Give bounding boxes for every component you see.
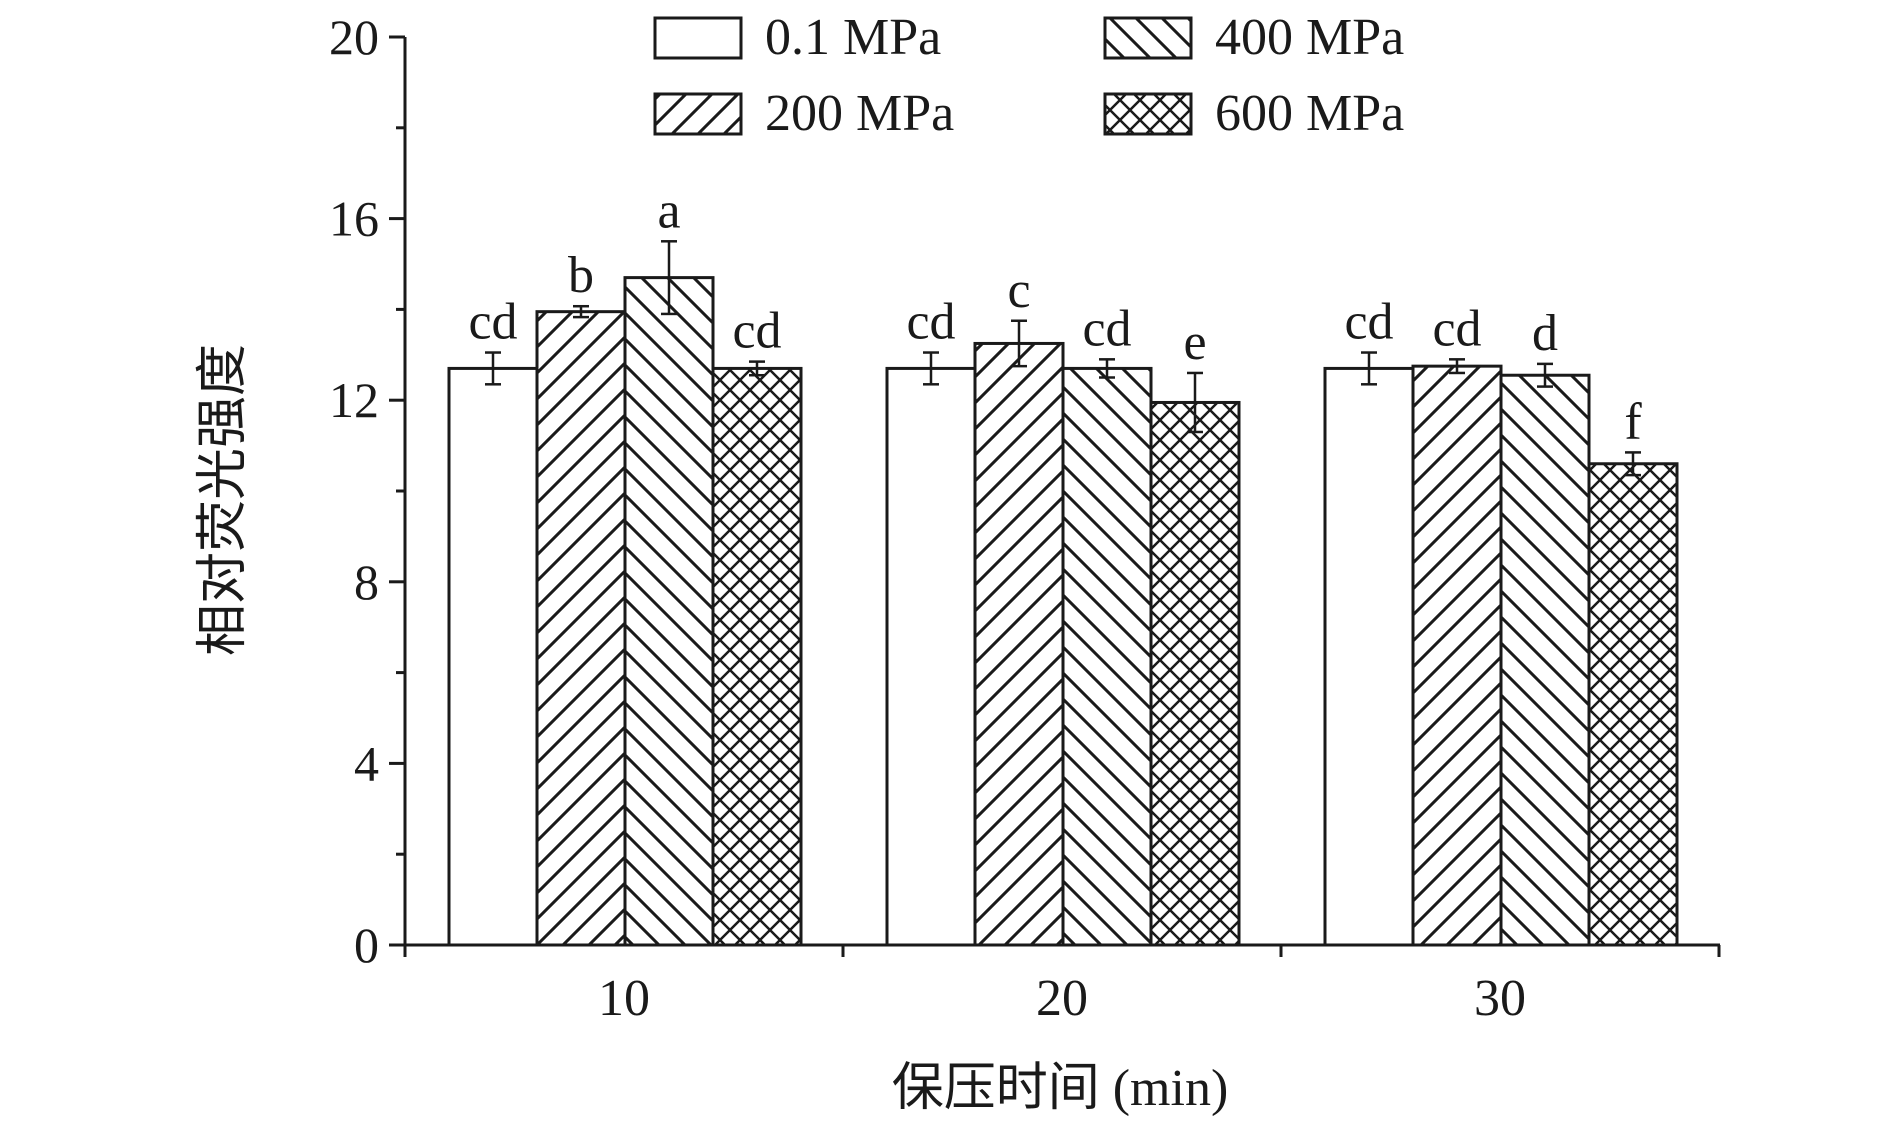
significance-label-20-0: cd [906, 294, 955, 351]
significance-label-10-1: b [568, 247, 594, 304]
legend-label-0: 0.1 MPa [765, 9, 941, 66]
bar-10-3 [711, 366, 803, 947]
x-tick-label-20: 20 [1036, 970, 1088, 1027]
legend-swatch-0 [653, 16, 743, 60]
x-tick-label-10: 10 [598, 970, 650, 1027]
bar-30-3 [1587, 462, 1679, 947]
significance-label-20-2: cd [1082, 300, 1131, 357]
bar-30-1 [1411, 364, 1503, 947]
bar-10-0 [447, 366, 539, 947]
legend-swatch-3 [1103, 92, 1193, 136]
bar-10-2 [623, 276, 715, 947]
bar-10-1 [535, 310, 627, 947]
bar-20-3 [1149, 400, 1241, 947]
x-axis-title: 保压时间 (min) [892, 1060, 1229, 1117]
bar-20-0 [885, 366, 977, 947]
significance-label-20-3: e [1183, 314, 1206, 371]
legend: 0.1 MPa 200 MPa 400 MPa 600 MPa [653, 9, 1404, 142]
legend-label-2: 400 MPa [1215, 9, 1404, 66]
y-tick-label-20: 20 [329, 9, 379, 65]
legend-swatch-1 [653, 92, 743, 136]
bar-30-0 [1323, 366, 1415, 947]
y-tick-label-16: 16 [329, 191, 379, 247]
significance-label-20-1: c [1007, 262, 1030, 319]
significance-label-30-0: cd [1344, 294, 1393, 351]
significance-label-30-1: cd [1432, 300, 1481, 357]
bar-20-1 [973, 341, 1065, 947]
significance-label-30-3: f [1624, 393, 1642, 450]
bar-20-2 [1061, 366, 1153, 947]
legend-label-1: 200 MPa [765, 85, 954, 142]
significance-label-10-3: cd [732, 303, 781, 360]
significance-label-30-2: d [1532, 305, 1558, 362]
y-axis-title: 相对荧光强度 [195, 344, 252, 656]
y-tick-label-12: 12 [329, 372, 379, 428]
y-tick-label-4: 4 [354, 735, 379, 791]
legend-swatch-2 [1103, 16, 1193, 60]
significance-label-10-2: a [657, 182, 680, 239]
x-tick-label-30: 30 [1474, 970, 1526, 1027]
y-tick-label-8: 8 [354, 554, 379, 610]
legend-label-3: 600 MPa [1215, 85, 1404, 142]
bar-30-2 [1499, 373, 1591, 947]
y-tick-label-0: 0 [354, 917, 379, 973]
significance-label-10-0: cd [468, 294, 517, 351]
